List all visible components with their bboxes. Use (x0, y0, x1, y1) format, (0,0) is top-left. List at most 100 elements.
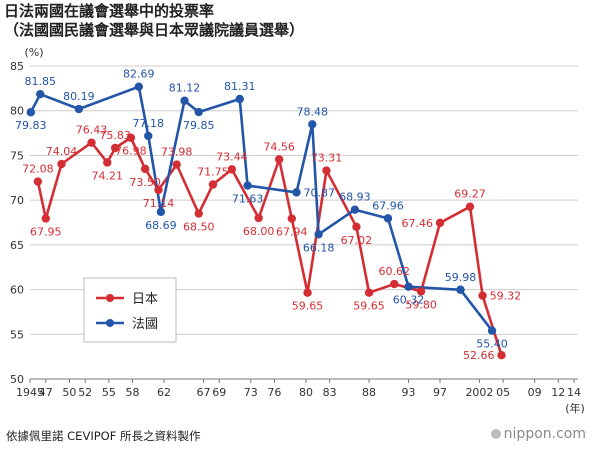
data-point-japan (352, 222, 361, 231)
x-tick-label: 47 (39, 386, 53, 399)
data-label-france: 59.98 (445, 271, 477, 284)
data-label-japan: 68.00 (243, 225, 275, 238)
data-label-japan: 67.02 (341, 234, 373, 247)
data-label-france: 81.85 (25, 75, 57, 88)
data-label-japan: 59.80 (405, 298, 437, 311)
y-tick-label: 50 (10, 373, 24, 386)
x-tick-label: 58 (126, 386, 140, 399)
data-point-japan (274, 155, 284, 164)
data-label-france: 78.48 (297, 105, 329, 118)
x-tick-label: 12 (551, 386, 565, 399)
data-point-france (74, 104, 84, 114)
x-tick-label: 97 (433, 386, 447, 399)
data-label-japan: 74.56 (263, 140, 295, 153)
data-label-japan: 73.44 (216, 150, 248, 163)
data-label-france: 77.18 (133, 117, 165, 130)
legend-label: 日本 (132, 292, 158, 307)
data-label-france: 55.40 (476, 338, 508, 351)
x-tick-label: 2002 (465, 386, 493, 399)
data-label-france: 66.18 (303, 241, 335, 254)
data-point-japan (103, 158, 112, 167)
data-point-france (292, 188, 301, 197)
data-point-france (194, 107, 203, 117)
data-point-japan (140, 164, 150, 174)
x-tick-label: 93 (401, 386, 415, 399)
x-tick-label: 09 (528, 386, 542, 399)
data-label-japan: 74.21 (92, 169, 124, 182)
data-point-japan (126, 133, 136, 142)
data-point-france (235, 94, 244, 104)
data-label-france: 70.87 (304, 186, 336, 199)
brand-dot-icon (490, 429, 501, 439)
x-tick-label: 05 (496, 386, 510, 399)
data-label-japan: 73.98 (161, 146, 193, 159)
data-point-france (26, 108, 35, 117)
x-tick-label: 52 (78, 386, 92, 399)
data-label-france: 60.32 (393, 294, 425, 307)
legend-swatch-marker (106, 294, 114, 302)
data-point-japan (194, 209, 203, 218)
x-tick-label: 67 (196, 386, 210, 399)
data-label-japan: 59.32 (490, 290, 521, 303)
data-point-france (314, 230, 323, 239)
chart-subtitle: （法國國民議會選舉與日本眾議院議員選舉） (4, 21, 305, 39)
data-point-japan (41, 214, 50, 223)
data-label-japan: 68.50 (183, 221, 215, 234)
x-tick-label: 80 (299, 386, 313, 399)
data-point-japan (57, 159, 66, 169)
data-label-japan: 67.95 (30, 225, 62, 238)
legend-swatch-marker (106, 319, 114, 327)
x-tick-label: 88 (362, 386, 376, 399)
data-label-japan: 76.98 (115, 145, 147, 158)
x-tick-label: 62 (157, 386, 171, 399)
data-point-france (487, 326, 497, 335)
y-tick-label: 85 (10, 60, 24, 73)
x-tick-label: 76 (267, 386, 281, 399)
data-point-japan (435, 218, 445, 228)
data-point-france (144, 131, 153, 141)
data-point-japan (254, 213, 263, 223)
data-point-france (350, 205, 360, 214)
x-tick-label: 50 (62, 386, 76, 399)
data-point-france (308, 120, 317, 129)
x-tick-label: 69 (212, 386, 226, 399)
data-point-france (180, 96, 189, 105)
data-label-france: 79.83 (15, 119, 47, 132)
data-point-japan (478, 291, 487, 300)
data-point-japan (172, 160, 181, 169)
y-tick-label: 55 (10, 328, 24, 341)
data-label-france: 80.19 (63, 90, 95, 103)
data-point-japan (416, 287, 426, 296)
data-label-japan: 73.31 (311, 152, 343, 165)
y-tick-label: 65 (10, 239, 24, 252)
data-point-japan (303, 288, 312, 297)
data-label-japan: 71.75 (197, 165, 229, 178)
chart-title: 日法兩國在議會選舉中的投票率 (4, 2, 215, 20)
data-point-france (36, 89, 45, 99)
x-tick-label: 73 (244, 386, 258, 399)
legend-box (83, 277, 177, 343)
data-label-france: 71.63 (232, 193, 264, 206)
data-label-france: 67.96 (372, 199, 404, 212)
data-label-japan: 67.46 (402, 217, 434, 230)
y-tick-label: 75 (10, 149, 24, 162)
data-label-japan: 59.65 (353, 300, 385, 313)
data-label-france: 68.69 (145, 219, 177, 232)
data-point-japan (390, 279, 399, 289)
data-label-japan: 73.50 (129, 176, 161, 189)
brand-logo: nippon.com (490, 426, 586, 442)
y-axis-unit: (%) (24, 46, 43, 59)
data-point-france (134, 82, 144, 91)
data-point-japan (497, 351, 506, 360)
data-point-japan (287, 214, 296, 223)
data-label-france: 81.12 (169, 82, 201, 95)
data-label-japan: 52.66 (463, 349, 495, 362)
data-label-japan: 75.83 (99, 129, 131, 142)
y-tick-label: 60 (10, 284, 24, 297)
data-label-japan: 74.04 (46, 145, 78, 158)
data-label-japan: 72.08 (22, 163, 54, 176)
data-label-france: 81.31 (224, 80, 256, 93)
data-point-japan (227, 165, 237, 174)
data-point-japan (208, 180, 218, 189)
x-tick-label: 83 (323, 386, 337, 399)
